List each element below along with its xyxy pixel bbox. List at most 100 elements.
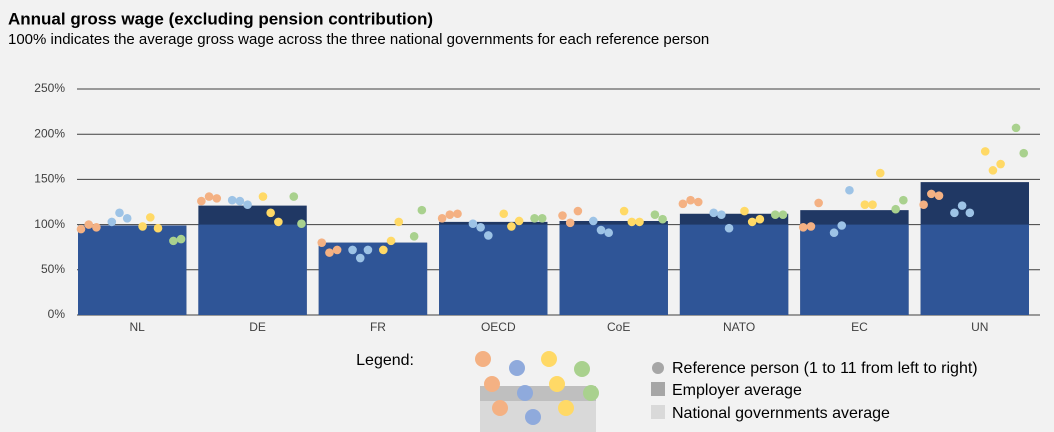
reference-dot (227, 195, 237, 205)
reference-dot (212, 194, 222, 203)
x-tick-label: DE (249, 320, 266, 334)
reference-dot (297, 219, 306, 228)
reference-dot (530, 213, 539, 223)
reference-dot (153, 223, 163, 233)
reference-dot (927, 189, 936, 199)
x-tick-label: EC (851, 320, 868, 334)
x-tick-label: OECD (481, 320, 516, 334)
reference-dot (770, 210, 780, 219)
national-bar (679, 224, 789, 315)
reference-dot (176, 234, 186, 244)
reference-dot (379, 245, 388, 255)
reference-dot (798, 223, 808, 232)
reference-dot (875, 168, 885, 178)
reference-dot (635, 217, 644, 227)
reference-dot (868, 200, 877, 210)
reference-dot (565, 218, 575, 228)
chart-subtitle: 100% indicates the average gross wage ac… (8, 31, 709, 48)
reference-dot (934, 191, 944, 200)
reference-dot (589, 216, 598, 226)
reference-dot (363, 245, 373, 255)
legend-national-icon (651, 405, 665, 419)
reference-dot (409, 232, 419, 241)
reference-dot (899, 195, 908, 205)
reference-dot (146, 213, 155, 222)
reference-dot (507, 222, 516, 231)
reference-dot (445, 210, 455, 219)
y-tick-label: 50% (41, 262, 65, 276)
y-tick-label: 200% (34, 126, 65, 140)
reference-dot (604, 228, 613, 238)
reference-dot (558, 211, 567, 220)
national-bar (439, 224, 548, 315)
national-bar (800, 224, 909, 315)
reference-dot (919, 200, 928, 210)
y-tick-label: 100% (34, 217, 65, 231)
reference-dot (627, 217, 637, 227)
reference-dot (258, 192, 268, 201)
x-tick-label: UN (971, 320, 988, 334)
reference-dot (197, 196, 206, 206)
reference-dot (573, 206, 583, 216)
reference-dot (845, 185, 854, 195)
legend-label: Legend: (356, 352, 414, 369)
y-tick-label: 0% (48, 307, 66, 321)
reference-dot (468, 219, 478, 228)
reference-dot (138, 222, 147, 231)
reference-dot (453, 209, 462, 219)
reference-dot (778, 210, 788, 219)
reference-dot (115, 208, 124, 218)
reference-dot (596, 225, 606, 235)
national-bar (920, 224, 1029, 315)
reference-dot (837, 221, 847, 230)
reference-dot (814, 198, 823, 208)
reference-dot (988, 166, 998, 175)
reference-dot (755, 214, 765, 224)
reference-dot (619, 206, 629, 216)
chart-title: Annual gross wage (excluding pension con… (8, 9, 433, 28)
reference-dot (650, 210, 660, 219)
legend-item: Employer average (672, 382, 802, 399)
legend-illustration (475, 351, 599, 432)
reference-dot (950, 208, 959, 218)
reference-dot (980, 147, 990, 156)
reference-dot (678, 199, 688, 209)
national-bar (559, 224, 668, 315)
x-tick-label: NL (130, 320, 146, 334)
reference-dot (417, 205, 427, 215)
y-tick-label: 150% (34, 172, 65, 186)
reference-dot (996, 159, 1005, 169)
reference-dot (891, 204, 900, 214)
reference-dot (965, 208, 975, 218)
legend-item: Reference person (1 to 11 from left to r… (672, 360, 978, 377)
national-bar (318, 242, 428, 315)
reference-dot (1011, 123, 1021, 133)
national-bar (78, 225, 187, 315)
reference-dot (484, 231, 493, 240)
reference-dot (348, 245, 357, 255)
reference-dot (332, 245, 342, 255)
reference-dot (957, 201, 967, 210)
reference-dot (317, 238, 327, 247)
reference-dot (693, 197, 703, 207)
reference-dot (806, 222, 816, 231)
reference-dot (266, 208, 275, 218)
reference-dot (235, 196, 245, 206)
reference-dot (386, 236, 396, 246)
reference-dot (709, 208, 718, 218)
reference-dot (499, 209, 509, 219)
reference-dot (107, 217, 117, 227)
reference-dot (476, 223, 485, 232)
legend-employer-icon (651, 382, 665, 396)
reference-dot (355, 253, 365, 263)
reference-dot (747, 217, 757, 227)
reference-dot (686, 195, 695, 205)
x-tick-label: CoE (607, 320, 630, 334)
reference-dot (289, 192, 299, 201)
reference-dot (658, 214, 667, 224)
reference-dot (243, 200, 252, 210)
reference-dot (437, 213, 447, 223)
reference-dot (76, 224, 86, 234)
legend-item: National governments average (672, 405, 890, 422)
